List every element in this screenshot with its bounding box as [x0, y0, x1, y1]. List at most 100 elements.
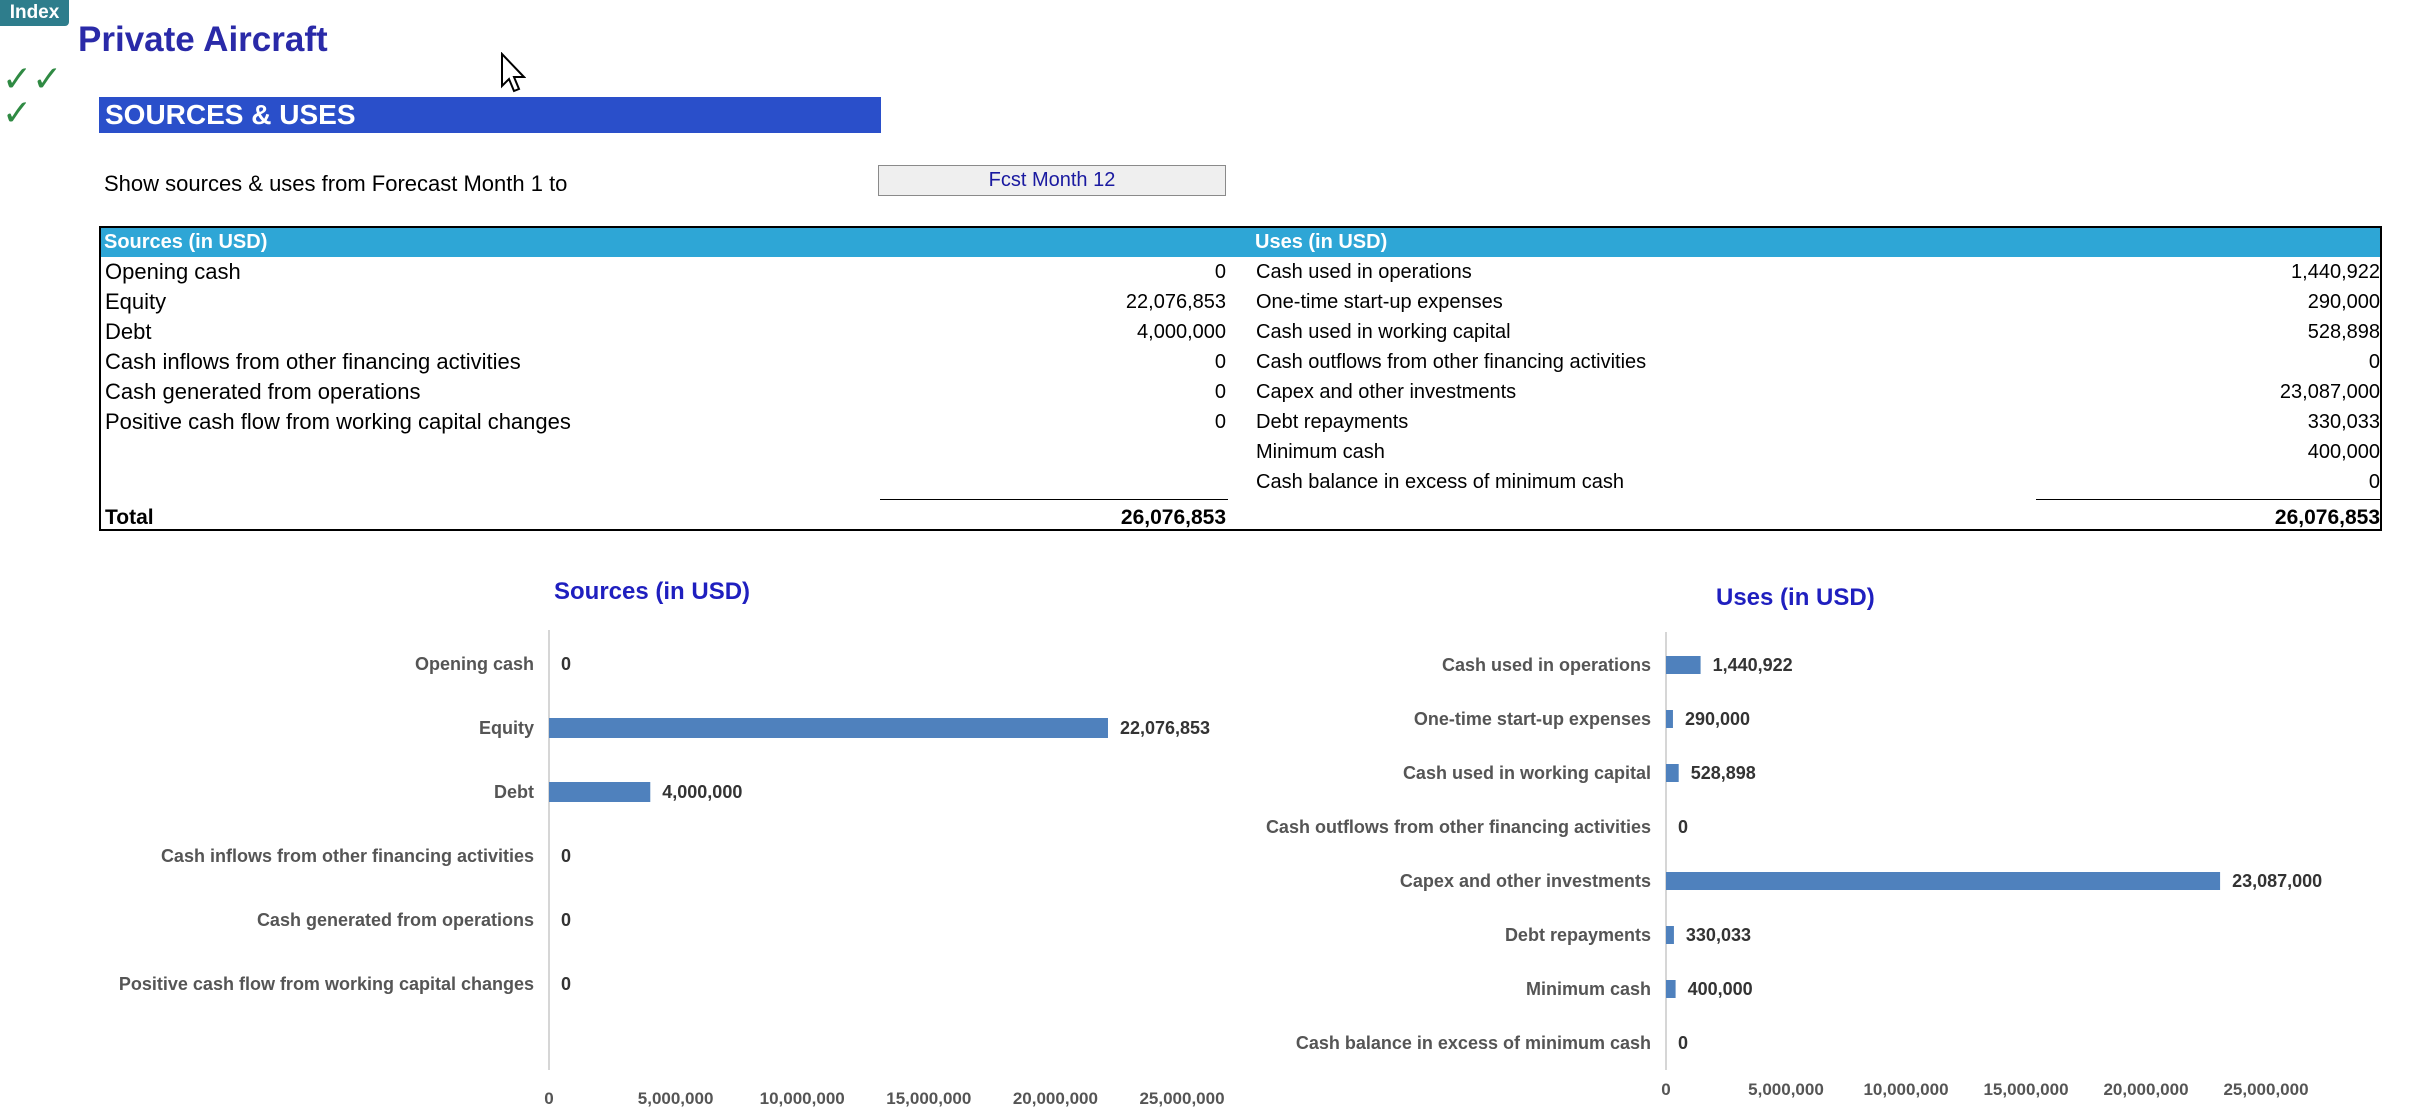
uses-sum-line: [2036, 499, 2380, 500]
use-row: One-time start-up expenses 290,000: [1252, 287, 2380, 317]
chart-data-label: 330,033: [1686, 925, 1751, 945]
total-label: Total: [105, 506, 154, 529]
chart-data-label: 0: [561, 654, 571, 674]
chart-tick-label: 0: [1661, 1080, 1670, 1099]
chart-data-label: 1,440,922: [1713, 655, 1793, 675]
chart-data-label: 400,000: [1688, 979, 1753, 999]
use-label: Minimum cash: [1256, 441, 1385, 463]
chart-category-label: Equity: [479, 718, 534, 738]
sources-uses-table: Sources (in USD) Uses (in USD) Opening c…: [99, 226, 2382, 531]
source-row: Positive cash flow from working capital …: [101, 407, 1252, 437]
chart-data-label: 0: [1678, 817, 1688, 837]
use-label: One-time start-up expenses: [1256, 291, 1503, 313]
source-row: Opening cash 0: [101, 257, 1252, 287]
chart-category-label: Opening cash: [415, 654, 534, 674]
sources-total: 26,076,853: [1120, 506, 1226, 529]
use-row: Cash outflows from other financing activ…: [1252, 347, 2380, 377]
source-label: Opening cash: [105, 259, 241, 284]
chart-bar: [1666, 872, 2221, 890]
use-label: Capex and other investments: [1256, 381, 1517, 403]
chart-tick-label: 20,000,000: [2103, 1080, 2188, 1099]
chart-data-label: 23,087,000: [2232, 871, 2322, 891]
uses-total-row: 26,076,853: [1252, 503, 2380, 533]
use-row: Capex and other investments 23,087,000: [1252, 377, 2380, 407]
source-row: Cash generated from operations 0: [101, 377, 1252, 407]
source-value: 0: [1214, 261, 1226, 283]
chart-tick-label: 5,000,000: [638, 1089, 714, 1108]
use-label: Cash used in working capital: [1256, 321, 1511, 343]
chart-category-label: Debt: [494, 782, 534, 802]
chart-bar: [1666, 710, 1673, 728]
chart-tick-label: 10,000,000: [1863, 1080, 1948, 1099]
section-banner: SOURCES & USES: [99, 97, 881, 133]
chart-data-label: 0: [561, 974, 571, 994]
chart-data-label: 0: [561, 846, 571, 866]
chart-data-label: 528,898: [1691, 763, 1756, 783]
chart-tick-label: 0: [544, 1089, 553, 1108]
use-label: Debt repayments: [1256, 411, 1409, 433]
source-value: 0: [1214, 381, 1226, 403]
sources-chart-title: Sources (in USD): [554, 578, 751, 605]
chart-category-label: Cash generated from operations: [257, 910, 534, 930]
chart-data-label: 290,000: [1685, 709, 1750, 729]
use-row: Cash balance in excess of minimum cash 0: [1252, 467, 2380, 497]
sources-chart: Opening cash 0 Equity 22,076,853 Debt 4,000,0…: [119, 630, 1225, 1108]
source-row: Debt 4,000,000: [101, 317, 1252, 347]
double-check-icon: ✓✓: [2, 58, 63, 99]
mouse-cursor-icon: [501, 52, 526, 93]
source-label: Debt: [105, 319, 152, 344]
use-row: Cash used in operations 1,440,922: [1252, 257, 2380, 287]
chart-tick-label: 15,000,000: [1983, 1080, 2068, 1099]
page-title: Private Aircraft: [78, 20, 328, 59]
source-label: Positive cash flow from working capital …: [105, 409, 571, 434]
use-row: Cash used in working capital 528,898: [1252, 317, 2380, 347]
chart-bar: [1666, 926, 1674, 944]
sources-sum-line: [880, 499, 1228, 500]
chart-category-label: Capex and other investments: [1400, 871, 1651, 891]
chart-category-label: Cash inflows from other financing activi…: [161, 846, 534, 866]
use-value: 0: [2368, 351, 2380, 373]
use-label: Cash balance in excess of minimum cash: [1256, 471, 1624, 493]
use-label: Cash outflows from other financing activ…: [1256, 351, 1647, 373]
use-value: 528,898: [2307, 321, 2380, 343]
use-row: Debt repayments 330,033: [1252, 407, 2380, 437]
chart-category-label: Debt repayments: [1505, 925, 1651, 945]
check-marks: ✓✓ ✓: [2, 58, 63, 133]
uses-total: 26,076,853: [2274, 506, 2380, 529]
total-row: Total 26,076,853: [101, 503, 1252, 533]
index-button[interactable]: Index: [0, 0, 69, 26]
chart-tick-label: 15,000,000: [886, 1089, 971, 1108]
chart-bar: [549, 718, 1108, 738]
source-row: Equity 22,076,853: [101, 287, 1252, 317]
chart-category-label: Minimum cash: [1526, 979, 1651, 999]
chart-tick-label: 5,000,000: [1748, 1080, 1824, 1099]
use-value: 23,087,000: [2279, 381, 2380, 403]
use-label: Cash used in operations: [1256, 261, 1472, 283]
sources-header: Sources (in USD): [101, 228, 1252, 257]
chart-bar: [549, 782, 651, 802]
use-value: 0: [2368, 471, 2380, 493]
chart-category-label: Cash balance in excess of minimum cash: [1296, 1033, 1651, 1053]
uses-chart: Cash used in operations 1,440,922 One-time…: [1266, 632, 2322, 1099]
source-value: 4,000,000: [1137, 321, 1226, 343]
source-value: 0: [1214, 351, 1226, 373]
chart-bar: [1666, 980, 1676, 998]
chart-tick-label: 10,000,000: [760, 1089, 845, 1108]
chart-data-label: 0: [1678, 1033, 1688, 1053]
use-value: 400,000: [2307, 441, 2380, 463]
source-row: Cash inflows from other financing activi…: [101, 347, 1252, 377]
chart-tick-label: 25,000,000: [1139, 1089, 1224, 1108]
check-icon: ✓: [2, 92, 33, 133]
chart-category-label: One-time start-up expenses: [1414, 709, 1651, 729]
source-value: 0: [1214, 411, 1226, 433]
uses-header: Uses (in USD): [1252, 228, 2380, 257]
forecast-month-select[interactable]: Fcst Month 12: [878, 165, 1226, 196]
source-label: Equity: [105, 289, 167, 314]
use-value: 1,440,922: [2291, 261, 2380, 283]
use-value: 330,033: [2307, 411, 2380, 433]
chart-tick-label: 25,000,000: [2223, 1080, 2308, 1099]
source-value: 22,076,853: [1125, 291, 1226, 313]
chart-data-label: 0: [561, 910, 571, 930]
source-label: Cash inflows from other financing activi…: [105, 349, 521, 374]
chart-category-label: Positive cash flow from working capital …: [119, 974, 534, 994]
